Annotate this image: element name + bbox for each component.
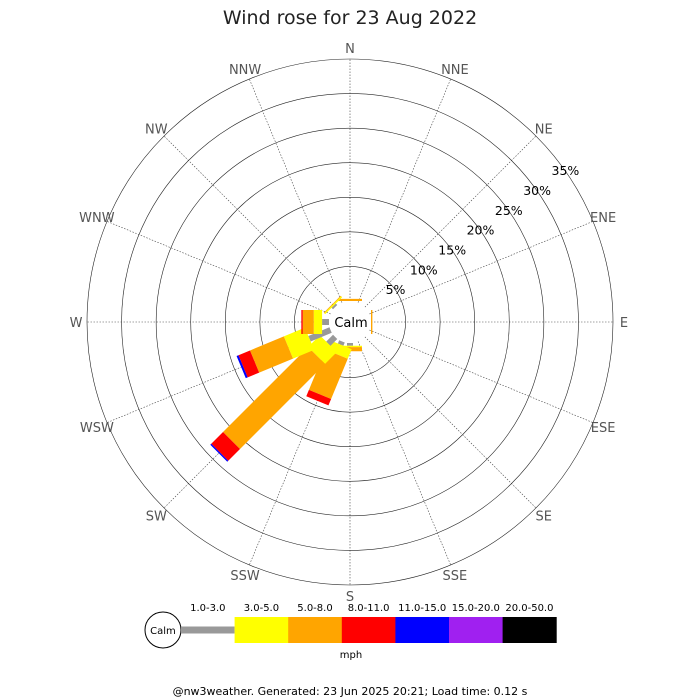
direction-label-wnw: WNW [79, 211, 115, 226]
bar-wsw-bin-3 [238, 350, 260, 378]
grid-ring-5 [294, 266, 406, 378]
bar-wsw-bin-0 [308, 327, 332, 342]
direction-label-nne: NNE [441, 63, 469, 78]
bar-ssw-bin-1 [325, 340, 352, 359]
direction-label-w: W [70, 316, 83, 331]
radial-grid [86, 58, 614, 586]
direction-label-ese: ESE [591, 421, 616, 436]
bar-w-bin-3 [301, 310, 303, 334]
bar-ssw-bin-3 [306, 389, 332, 406]
grid-ring-25 [155, 127, 545, 517]
spoke-ese [369, 329, 594, 423]
spoke-wnw [106, 221, 331, 315]
spoke-sse [357, 341, 451, 566]
spoke-nnw [249, 78, 343, 303]
grid-ring-15 [224, 196, 476, 448]
bar-n-bin-2 [338, 298, 362, 301]
ring-label-25: 25% [495, 203, 523, 218]
bar-w-bin-2 [302, 310, 314, 334]
bar-nw-bin-1 [324, 296, 343, 315]
direction-label-sse: SSE [443, 569, 468, 584]
legend-label-1: 3.0-5.0 [244, 603, 279, 614]
grid-ring-35 [86, 58, 614, 586]
bar-ssw-bin-0 [337, 340, 345, 346]
direction-label-wsw: WSW [80, 421, 114, 436]
footer-text: @nw3weather. Generated: 23 Jun 2025 20:2… [173, 685, 528, 698]
legend-label-0: 1.0-3.0 [190, 603, 225, 614]
bar-nw-bin-0 [331, 303, 338, 310]
direction-labels: N NNE NE ENE E ESE SE SSE S SSW SW WSW W WNW NW NNW [70, 42, 629, 605]
legend-swatch-3 [341, 617, 396, 643]
direction-label-se: SE [535, 510, 551, 525]
bar-wsw-bin-4 [236, 355, 248, 379]
legend-swatch-6 [502, 617, 557, 643]
speed-legend: Calm 1.0-3.0 3.0-5.0 5.0-8.0 8.0-11.0 11.0-1… [144, 603, 557, 661]
legend-label-6: 20.0-50.0 [505, 603, 553, 614]
bar-sw-bin-2 [223, 346, 326, 449]
wind-bars [210, 295, 373, 462]
ring-label-35: 35% [552, 163, 580, 178]
legend-calm-label: Calm [150, 626, 176, 637]
ring-label-10: 10% [410, 262, 438, 277]
bar-sw-bin-1 [308, 335, 337, 364]
bar-s-bin-0 [347, 343, 353, 346]
direction-label-ssw: SSW [230, 569, 260, 584]
legend-swatch-4 [395, 617, 450, 643]
spoke-nne [357, 78, 451, 303]
legend-swatch-0 [181, 626, 235, 634]
legend-swatch-2 [288, 617, 343, 643]
bar-wsw-bin-1 [283, 327, 315, 359]
bar-ssw-bin-2 [308, 349, 348, 400]
spoke-nw [163, 135, 336, 308]
direction-label-s: S [346, 590, 354, 605]
calm-label: Calm [334, 316, 367, 331]
legend-swatch-5 [449, 617, 504, 643]
calm-circle [329, 301, 371, 343]
bar-wsw-bin-2 [249, 336, 294, 373]
direction-label-e: E [620, 316, 628, 331]
legend-label-3: 8.0-11.0 [348, 603, 390, 614]
bar-sw-bin-4 [210, 443, 229, 462]
ring-label-20: 20% [467, 223, 495, 238]
ring-label-15: 15% [438, 243, 466, 258]
legend-label-5: 15.0-20.0 [452, 603, 500, 614]
chart-title: Wind rose for 23 Aug 2022 [223, 7, 477, 29]
direction-label-ne: NE [535, 122, 553, 137]
ring-label-5: 5% [386, 282, 406, 297]
bar-w-bin-1 [313, 310, 323, 334]
bar-e-bin-2 [371, 310, 373, 334]
direction-label-nw: NW [145, 122, 168, 137]
direction-label-sw: SW [146, 510, 167, 525]
legend-label-2: 5.0-8.0 [297, 603, 332, 614]
bar-sw-bin-3 [211, 432, 240, 461]
direction-label-ene: ENE [590, 211, 616, 226]
bar-sw-bin-0 [326, 334, 338, 346]
ring-labels: 5% 10%15%20%25%30%35% [386, 163, 580, 297]
direction-label-nnw: NNW [229, 63, 261, 78]
ring-label-30: 30% [523, 183, 551, 198]
spoke-se [364, 336, 537, 509]
legend-swatch-1 [234, 617, 289, 643]
spoke-ne [364, 135, 537, 308]
bar-w-bin-0 [322, 319, 329, 325]
spoke-ene [369, 221, 594, 315]
legend-label-4: 11.0-15.0 [398, 603, 446, 614]
legend-unit-label: mph [340, 650, 362, 661]
direction-label-n: N [345, 42, 355, 57]
bar-nw-bin-2 [323, 295, 342, 314]
